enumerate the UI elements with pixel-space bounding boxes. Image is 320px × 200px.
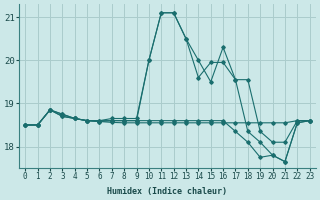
X-axis label: Humidex (Indice chaleur): Humidex (Indice chaleur) bbox=[108, 187, 228, 196]
